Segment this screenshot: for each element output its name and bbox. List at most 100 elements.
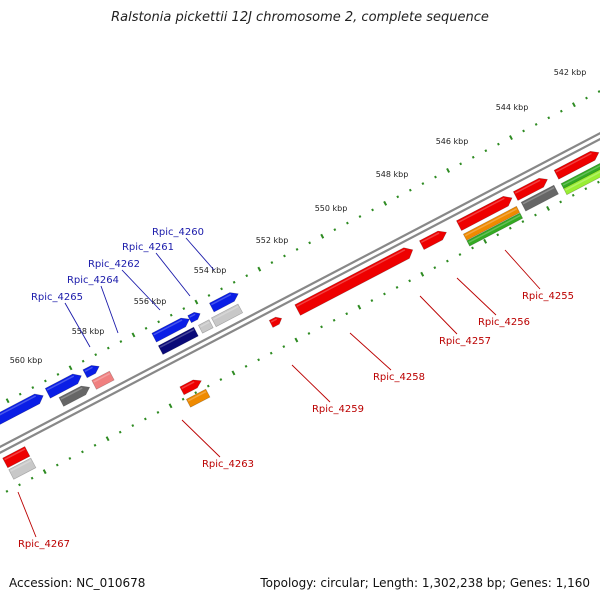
leader-line — [17, 491, 37, 538]
tick-mark — [433, 266, 437, 270]
gene-label: Rpic_4256 — [478, 317, 530, 328]
gene-features — [0, 150, 600, 480]
scale-label: 548 kbp — [376, 170, 409, 179]
tick-mark — [207, 294, 211, 297]
tick-mark — [459, 162, 463, 166]
tick-mark — [434, 175, 437, 179]
gene-block — [466, 212, 524, 247]
tick-mark — [596, 180, 600, 184]
tick-mark — [546, 205, 550, 211]
gene-block — [197, 319, 214, 334]
tick-mark — [93, 443, 97, 447]
leader-line — [121, 269, 161, 311]
gene-highlight — [464, 208, 517, 237]
leader-line — [504, 249, 541, 290]
scale-label: 552 kbp — [256, 236, 289, 245]
leader-line — [419, 295, 458, 335]
gene-block — [462, 205, 521, 241]
gene-label: Rpic_4265 — [31, 292, 83, 303]
tick-mark — [345, 312, 349, 316]
tick-mark — [220, 287, 223, 291]
backbone-line — [0, 131, 600, 449]
tick-mark — [497, 142, 500, 146]
gene-highlight — [187, 390, 207, 402]
tick-mark — [395, 285, 399, 289]
gene-highlight — [189, 313, 196, 318]
gene-highlight — [60, 387, 83, 400]
leader-line — [291, 364, 331, 403]
gene-highlight — [46, 375, 75, 391]
scale-label: 560 kbp — [10, 356, 43, 365]
tick-mark — [144, 326, 148, 330]
scale-label: 542 kbp — [554, 68, 587, 77]
tick-mark — [483, 238, 488, 244]
tick-mark — [320, 233, 325, 239]
tick-mark — [333, 228, 337, 232]
tick-mark — [105, 436, 110, 442]
tick-mark — [245, 274, 249, 278]
gene-label: Rpic_4259 — [312, 404, 364, 415]
gene-block — [520, 184, 559, 212]
gene-block — [512, 177, 548, 201]
tick-mark — [508, 226, 512, 230]
tick-mark — [471, 246, 474, 250]
gene-highlight — [421, 232, 440, 243]
tick-mark — [282, 345, 286, 349]
gene-block — [0, 393, 44, 425]
tick-mark — [42, 469, 47, 475]
tick-mark — [43, 379, 47, 383]
tick-mark — [484, 149, 488, 153]
gene-block — [185, 388, 211, 408]
tick-mark — [182, 307, 186, 311]
backbone-line — [0, 137, 600, 455]
tick-mark — [55, 463, 59, 467]
tick-mark — [446, 167, 451, 173]
gene-highlight — [159, 328, 195, 348]
gene-labels: Rpic_4260 Rpic_4261 Rpic_4262 Rpic_4264 Rpic… — [18, 227, 574, 550]
leader-line — [181, 419, 221, 458]
gene-highlight — [84, 366, 93, 372]
tick-mark — [421, 182, 425, 186]
backbone — [0, 131, 600, 455]
tick-mark — [383, 292, 386, 296]
gene-highlight — [153, 319, 183, 336]
tick-mark — [496, 233, 500, 237]
gene-label: Rpic_4258 — [373, 372, 425, 383]
leader-line — [185, 237, 215, 271]
gene-block — [82, 365, 100, 379]
scale-labels: 542 kbp 544 kbp 546 kbp 548 kbp 550 kbp 552 k… — [10, 68, 587, 365]
gene-block — [2, 446, 31, 469]
tick-mark — [358, 215, 362, 218]
gene-highlight — [468, 214, 521, 243]
tick-mark — [68, 365, 73, 371]
gene-label: Rpic_4261 — [122, 242, 174, 253]
tick-mark — [156, 410, 160, 414]
leader-line — [64, 302, 91, 348]
gene-highlight — [270, 318, 277, 323]
gene-highlight — [211, 293, 232, 306]
map-title: Ralstonia pickettii 12J chromosome 2, co… — [111, 10, 489, 25]
tick-mark — [370, 299, 374, 302]
tick-mark — [18, 392, 22, 396]
tick-mark — [571, 102, 576, 108]
tick-mark — [396, 195, 400, 199]
gene-block — [179, 379, 202, 396]
gene-highlight — [514, 179, 541, 194]
tick-mark — [131, 424, 135, 427]
label-leaders — [17, 237, 541, 538]
gene-highlight — [10, 459, 32, 472]
tick-mark — [5, 489, 9, 493]
scale-label: 558 kbp — [72, 327, 105, 336]
gene-block — [553, 150, 600, 180]
gene-block — [294, 247, 414, 316]
tick-mark — [371, 208, 374, 212]
tick-mark — [157, 320, 161, 324]
tick-mark — [559, 200, 563, 204]
scale-label: 546 kbp — [436, 137, 469, 146]
tick-mark — [346, 221, 349, 225]
gene-block — [563, 169, 600, 196]
leader-line — [456, 277, 497, 316]
gene-block — [210, 303, 244, 328]
tick-mark — [408, 188, 412, 192]
